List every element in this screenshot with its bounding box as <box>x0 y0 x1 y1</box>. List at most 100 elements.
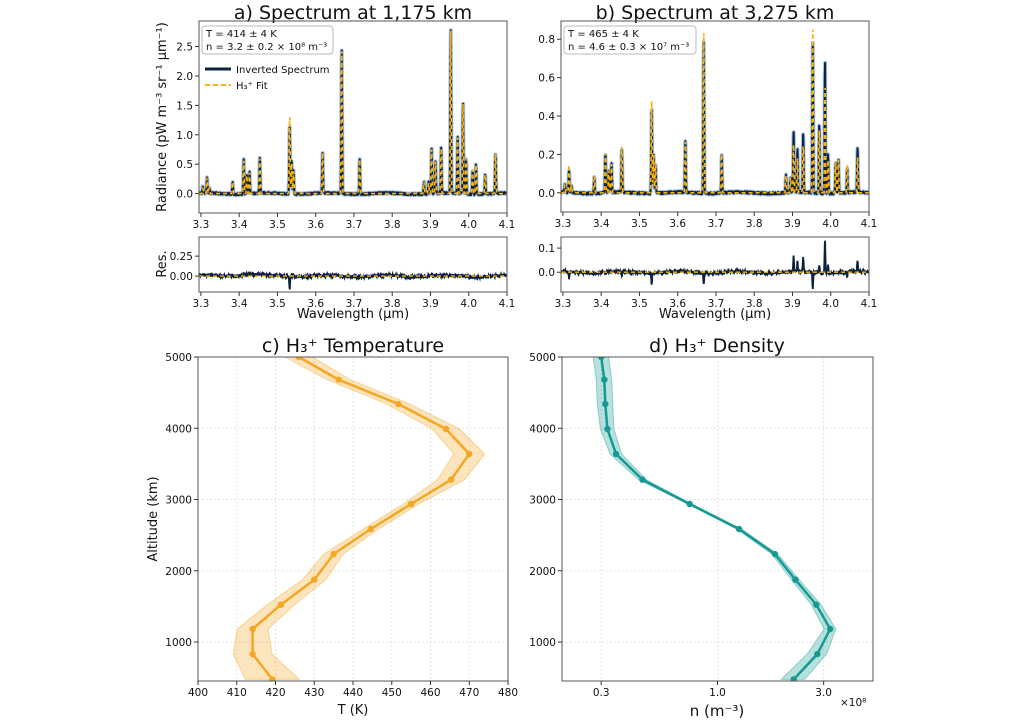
panel-d-y-tick-label: 4000 <box>529 423 556 435</box>
panel-a-y-tick-label: 2.0 <box>176 71 193 83</box>
panel-b-residual-y-tick-label: 0.0 <box>538 267 555 279</box>
panel-a-residual-x-tick-label: 3.5 <box>269 298 286 310</box>
panel-a-residual-x-tick-label: 3.6 <box>307 298 324 310</box>
panel-a-residual-x-tick-label: 3.7 <box>346 298 363 310</box>
panel-a-x-tick-label: 4.0 <box>460 219 477 231</box>
panel-a-x-tick-label: 4.1 <box>499 219 516 231</box>
panel-d-data-point <box>597 357 605 361</box>
panel-b-residual-x-tick-label: 4.0 <box>822 298 839 310</box>
panel-b-annotation-temperature: T = 465 ± 4 K <box>567 29 639 40</box>
panel-d-xlabel: n (m⁻³) <box>690 702 745 720</box>
panel-b-residual-plot-area <box>561 240 869 290</box>
panel-a-residual-x-tick-label: 3.9 <box>422 298 439 310</box>
panel-b-y-tick-label: 0.8 <box>538 34 555 46</box>
panel-d-plot-area <box>592 357 837 681</box>
panel-b-x-tick-label: 3.8 <box>746 218 763 230</box>
panel-d-data-point <box>735 525 743 533</box>
panel-c-x-tick-label: 470 <box>459 687 479 699</box>
panel-d-y-tick-label: 3000 <box>529 495 556 507</box>
panel-b-inverted-spectrum-halo <box>561 40 869 197</box>
panel-c-y-tick-label: 5000 <box>165 352 192 364</box>
panel-a-x-tick-label: 3.7 <box>346 219 363 231</box>
panel-b-residual-x-tick-label: 3.4 <box>593 298 610 310</box>
panel-c-plot-area <box>232 357 486 681</box>
panel-c-data-point <box>407 500 415 508</box>
panel-c-x-tick-label: 460 <box>420 687 440 699</box>
panel-a-res-ylabel: Res. <box>155 250 170 277</box>
panel-a-y-tick-label: 1.5 <box>176 100 193 112</box>
panel-c-x-tick-label: 450 <box>382 687 402 699</box>
panel-d-y-tick-label: 2000 <box>529 566 556 578</box>
panel-a-annotation-temperature: T = 414 ± 4 K <box>205 29 277 40</box>
panel-c-data-point <box>335 376 342 383</box>
panel-b-plot-area <box>561 29 869 197</box>
panel-a-xlabel: Wavelength (μm) <box>297 307 409 322</box>
panel-c-data-point <box>277 601 285 608</box>
panel-a-axes-frame <box>198 20 508 214</box>
panel-a-annotation-density: n = 3.2 ± 0.2 × 10⁸ m⁻³ <box>206 42 327 53</box>
panel-b-x-tick-label: 3.7 <box>708 218 725 230</box>
panel-c-data-point <box>447 476 455 483</box>
panel-a-y-tick-label: 0.0 <box>176 189 193 201</box>
panel-d-x-tick-label: 1.0 <box>709 687 726 699</box>
panel-d-data-point <box>612 450 620 458</box>
panel-b-annotation-box <box>563 25 697 55</box>
legend-fit-label: H₃⁺ Fit <box>236 81 268 92</box>
panel-a-y-tick-label: 2.5 <box>176 42 193 54</box>
panel-a-residual-y-tick-label: 0.00 <box>170 271 193 283</box>
panel-c-x-tick-label: 420 <box>265 687 285 699</box>
panel-d-data-point <box>601 376 608 383</box>
panel-b-x-tick-label: 3.5 <box>631 218 648 230</box>
panel-b-residual-x-tick-label: 3.7 <box>708 298 725 310</box>
panel-d-x-tick-label: 3.0 <box>815 687 832 699</box>
panel-b-residual-x-tick-label: 3.5 <box>631 298 648 310</box>
panel-c-data-point <box>330 550 337 558</box>
panel-d-data-point <box>639 476 646 483</box>
panel-b-fit-line <box>561 29 869 195</box>
panel-d-title: d) H₃⁺ Density <box>649 335 785 357</box>
panel-b-y-tick-label: 0.2 <box>538 149 555 161</box>
panel-d-y-tick-label: 5000 <box>529 352 556 364</box>
panel-a-title: a) Spectrum at 1,175 km <box>234 2 472 24</box>
panel-d-y-tick-label: 1000 <box>529 637 556 649</box>
panel-c-title: c) H₃⁺ Temperature <box>262 335 444 357</box>
panel-d-data-point <box>814 650 821 658</box>
panel-b-y-tick-label: 0.4 <box>538 111 555 123</box>
panel-d-data-point <box>813 601 820 608</box>
panel-b-residual-x-tick-label: 3.8 <box>746 298 763 310</box>
panel-a-residual-y-tick-label: 0.25 <box>170 251 193 263</box>
panel-a-residual-x-tick-label: 4.1 <box>499 298 516 310</box>
panel-c-xlabel: T (K) <box>337 703 369 718</box>
panel-d-data-point <box>686 500 693 508</box>
panel-b-x-tick-label: 3.3 <box>555 218 572 230</box>
panel-d-data-point <box>604 425 611 433</box>
panel-a-x-tick-label: 3.3 <box>193 219 210 231</box>
panel-b-residual-x-tick-label: 3.9 <box>784 298 801 310</box>
panel-a-residual-x-tick-label: 3.3 <box>193 298 210 310</box>
panel-b-xlabel: Wavelength (μm) <box>659 307 771 322</box>
panel-a-annotation-box <box>201 25 334 55</box>
panel-c-data-point <box>395 400 402 408</box>
panel-a-plot-area <box>199 28 507 198</box>
panel-a-residual-plot-area <box>199 270 507 290</box>
panel-a-residual-x-tick-label: 3.4 <box>231 298 248 310</box>
panel-c-y-tick-label: 4000 <box>165 423 192 435</box>
panel-c-data-point <box>269 676 276 681</box>
panel-b-y-tick-label: 0.6 <box>538 73 555 85</box>
panel-a-residual-line <box>199 270 507 290</box>
panel-b-title: b) Spectrum at 3,275 km <box>596 2 835 24</box>
panel-b-residual-line <box>561 240 869 290</box>
panel-c-y-tick-label: 1000 <box>165 637 192 649</box>
panel-b-annotation-density: n = 4.6 ± 0.3 × 10⁷ m⁻³ <box>568 42 689 53</box>
panel-a-x-tick-label: 3.8 <box>384 219 401 231</box>
panel-a-residual-x-tick-label: 4.0 <box>460 298 477 310</box>
panel-b-residual-x-tick-label: 3.6 <box>669 298 686 310</box>
panel-d-data-point <box>826 625 834 633</box>
legend-inverted-spectrum-label: Inverted Spectrum <box>236 65 330 76</box>
panel-c-x-tick-label: 440 <box>343 687 363 699</box>
panel-d-data-point <box>790 676 797 681</box>
panel-c-x-tick-label: 480 <box>498 687 518 699</box>
panel-a-residual-x-tick-label: 3.8 <box>384 298 401 310</box>
panel-c-x-tick-label: 430 <box>304 687 324 699</box>
panel-b-residual-axes-frame <box>560 236 870 293</box>
